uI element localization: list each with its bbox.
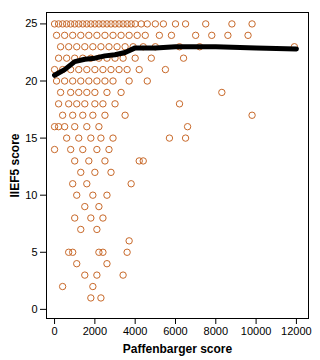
svg-text:0: 0 — [31, 303, 37, 315]
svg-text:Paffenbarger score: Paffenbarger score — [123, 342, 233, 356]
svg-text:5: 5 — [31, 246, 37, 258]
svg-text:10: 10 — [25, 189, 37, 201]
svg-text:10000: 10000 — [241, 325, 272, 337]
svg-text:25: 25 — [25, 17, 37, 29]
svg-text:20: 20 — [25, 75, 37, 87]
svg-text:6000: 6000 — [163, 325, 187, 337]
svg-text:4000: 4000 — [123, 325, 147, 337]
svg-text:12000: 12000 — [281, 325, 312, 337]
svg-text:0: 0 — [51, 325, 57, 337]
svg-text:IIEF5 score: IIEF5 score — [8, 133, 22, 197]
svg-text:8000: 8000 — [204, 325, 228, 337]
svg-text:15: 15 — [25, 132, 37, 144]
svg-text:2000: 2000 — [83, 325, 107, 337]
